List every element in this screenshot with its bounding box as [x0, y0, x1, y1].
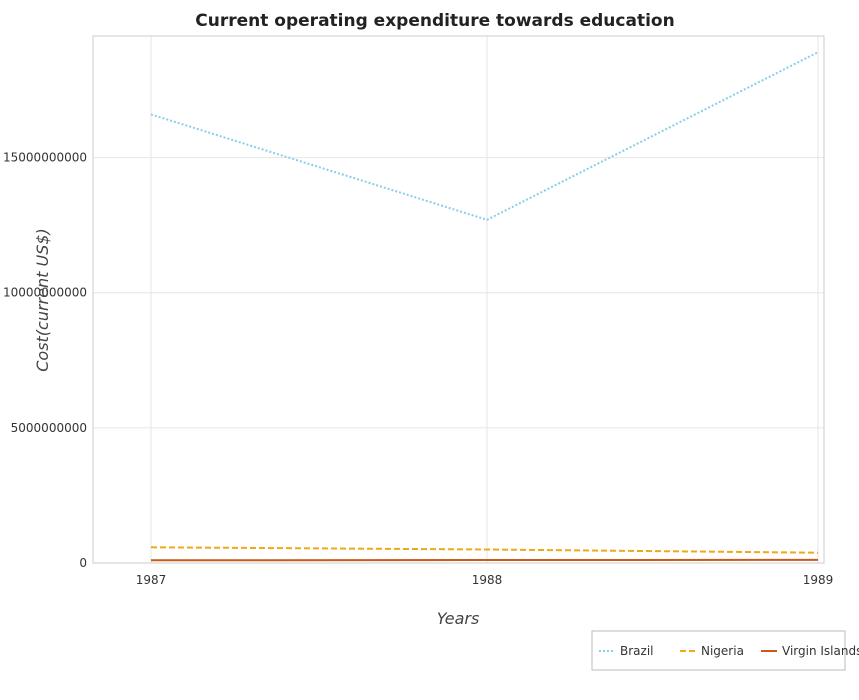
- y-tick-label: 15000000000: [3, 151, 87, 165]
- grid: [93, 36, 824, 564]
- y-axis-label: Cost(current US$): [33, 228, 52, 372]
- x-tick-label: 1989: [803, 573, 834, 587]
- tick-labels: 0 5000000000 10000000000 15000000000 1987 198…: [3, 151, 833, 587]
- x-axis-label: Years: [437, 609, 480, 628]
- x-tick-label: 1987: [136, 573, 167, 587]
- legend-label: Virgin Islands: [782, 644, 859, 658]
- legend-label: Brazil: [620, 644, 654, 658]
- chart-title: Current operating expenditure towards ed…: [195, 11, 674, 31]
- y-tick-label: 0: [79, 556, 87, 570]
- y-tick-label: 10000000000: [3, 286, 87, 300]
- legend-label: Nigeria: [701, 644, 744, 658]
- y-tick-label: 5000000000: [11, 421, 87, 435]
- series-line-nigeria: [150, 546, 819, 554]
- plot-area: [92, 35, 825, 564]
- legend: Brazil Nigeria Virgin Islands: [591, 630, 859, 671]
- x-tick-label: 1988: [472, 573, 503, 587]
- legend-box: [591, 630, 846, 671]
- series-line-brazil: [150, 51, 819, 221]
- series-lines: [150, 51, 819, 562]
